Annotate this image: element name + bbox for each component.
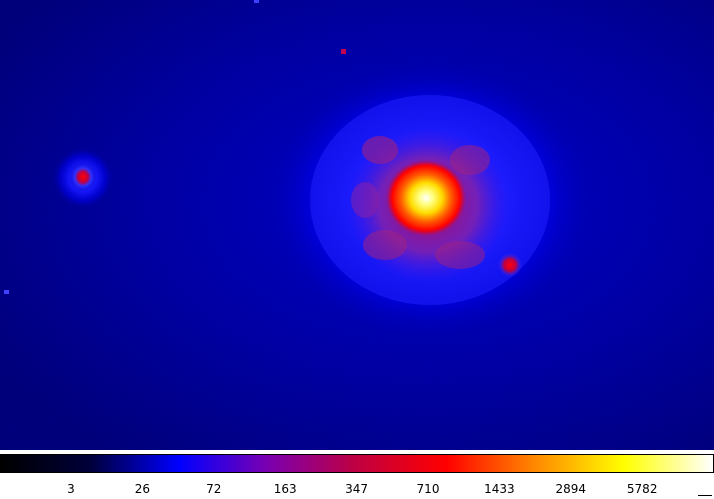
hot-pixel bbox=[4, 290, 9, 294]
colorbar-panel: 3 26 72 163 347 710 1433 2894 5782 bbox=[0, 450, 714, 499]
colorbar-tick-label: 710 bbox=[416, 482, 440, 496]
image-canvas[interactable] bbox=[0, 0, 714, 450]
colorbar-tick-label: 5782 bbox=[626, 482, 658, 496]
colorbar-tick-label: 3 bbox=[67, 482, 75, 496]
colorbar[interactable] bbox=[0, 454, 714, 473]
colorbar-tick-label: 1433 bbox=[484, 482, 515, 496]
left-source bbox=[53, 148, 113, 208]
colorbar-tick-label: 72 bbox=[206, 482, 222, 496]
colorbar-tick-label: 26 bbox=[134, 482, 151, 496]
hot-pixel bbox=[341, 49, 346, 54]
lower-right-knot bbox=[498, 253, 522, 277]
central-bright-source bbox=[265, 60, 595, 340]
sky-image[interactable] bbox=[0, 0, 714, 450]
colorbar-tick-label: 347 bbox=[345, 482, 369, 496]
colorbar-tick-label: 163 bbox=[273, 482, 297, 496]
colorbar-corner-mark bbox=[698, 495, 712, 496]
hot-pixel bbox=[254, 0, 259, 3]
colorbar-tick-label: 2894 bbox=[555, 482, 587, 496]
